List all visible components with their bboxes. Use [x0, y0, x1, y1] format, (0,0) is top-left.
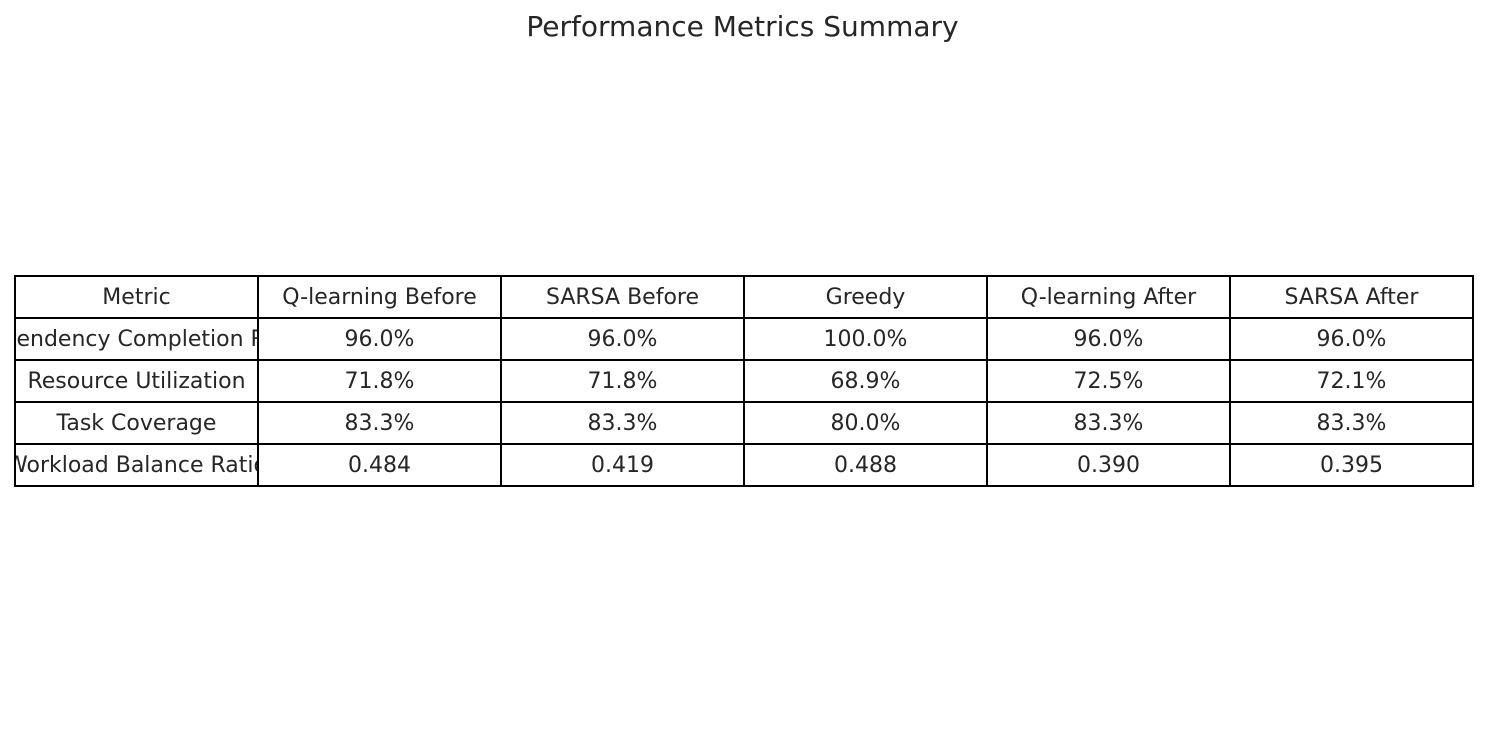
table-cell: 0.488 [743, 443, 988, 487]
table-row: Dependency Completion Rate 96.0% 96.0% 1… [14, 317, 1474, 361]
table-cell: 83.3% [1229, 401, 1474, 445]
header-cell-sarsa-after: SARSA After [1229, 275, 1474, 319]
table-cell: 71.8% [257, 359, 502, 403]
table-cell: 0.390 [986, 443, 1231, 487]
table-cell: 83.3% [500, 401, 745, 445]
header-cell-metric: Metric [14, 275, 259, 319]
row-label: Dependency Completion Rate [16, 326, 256, 352]
table-cell: 71.8% [500, 359, 745, 403]
header-cell-q-learning-after: Q-learning After [986, 275, 1231, 319]
header-cell-q-learning-before: Q-learning Before [257, 275, 502, 319]
header-cell-greedy: Greedy [743, 275, 988, 319]
table-header-row: Metric Q-learning Before SARSA Before Gr… [14, 275, 1474, 319]
table-row: Workload Balance Ratio 0.484 0.419 0.488… [14, 443, 1474, 487]
table-cell: 96.0% [986, 317, 1231, 361]
table-cell: 72.1% [1229, 359, 1474, 403]
table-cell: 0.419 [500, 443, 745, 487]
table-cell: 0.395 [1229, 443, 1474, 487]
table-cell: 83.3% [986, 401, 1231, 445]
metrics-table-container: Metric Q-learning Before SARSA Before Gr… [14, 275, 1474, 487]
table-cell: 68.9% [743, 359, 988, 403]
table-cell: 80.0% [743, 401, 988, 445]
row-label: Workload Balance Ratio [16, 452, 257, 478]
table-row: Task Coverage 83.3% 83.3% 80.0% 83.3% 83… [14, 401, 1474, 445]
row-label-cell: Resource Utilization [14, 359, 259, 403]
table-row: Resource Utilization 71.8% 71.8% 68.9% 7… [14, 359, 1474, 403]
table-cell: 72.5% [986, 359, 1231, 403]
table-cell: 96.0% [500, 317, 745, 361]
row-label-cell: Workload Balance Ratio [14, 443, 259, 487]
table-cell: 83.3% [257, 401, 502, 445]
chart-title: Performance Metrics Summary [526, 10, 959, 43]
row-label-cell: Dependency Completion Rate [14, 317, 259, 361]
table-cell: 100.0% [743, 317, 988, 361]
header-cell-sarsa-before: SARSA Before [500, 275, 745, 319]
row-label: Resource Utilization [27, 368, 246, 394]
row-label: Task Coverage [56, 410, 217, 436]
table-cell: 96.0% [257, 317, 502, 361]
row-label-cell: Task Coverage [14, 401, 259, 445]
table-cell: 0.484 [257, 443, 502, 487]
metrics-table: Metric Q-learning Before SARSA Before Gr… [14, 275, 1474, 487]
table-cell: 96.0% [1229, 317, 1474, 361]
